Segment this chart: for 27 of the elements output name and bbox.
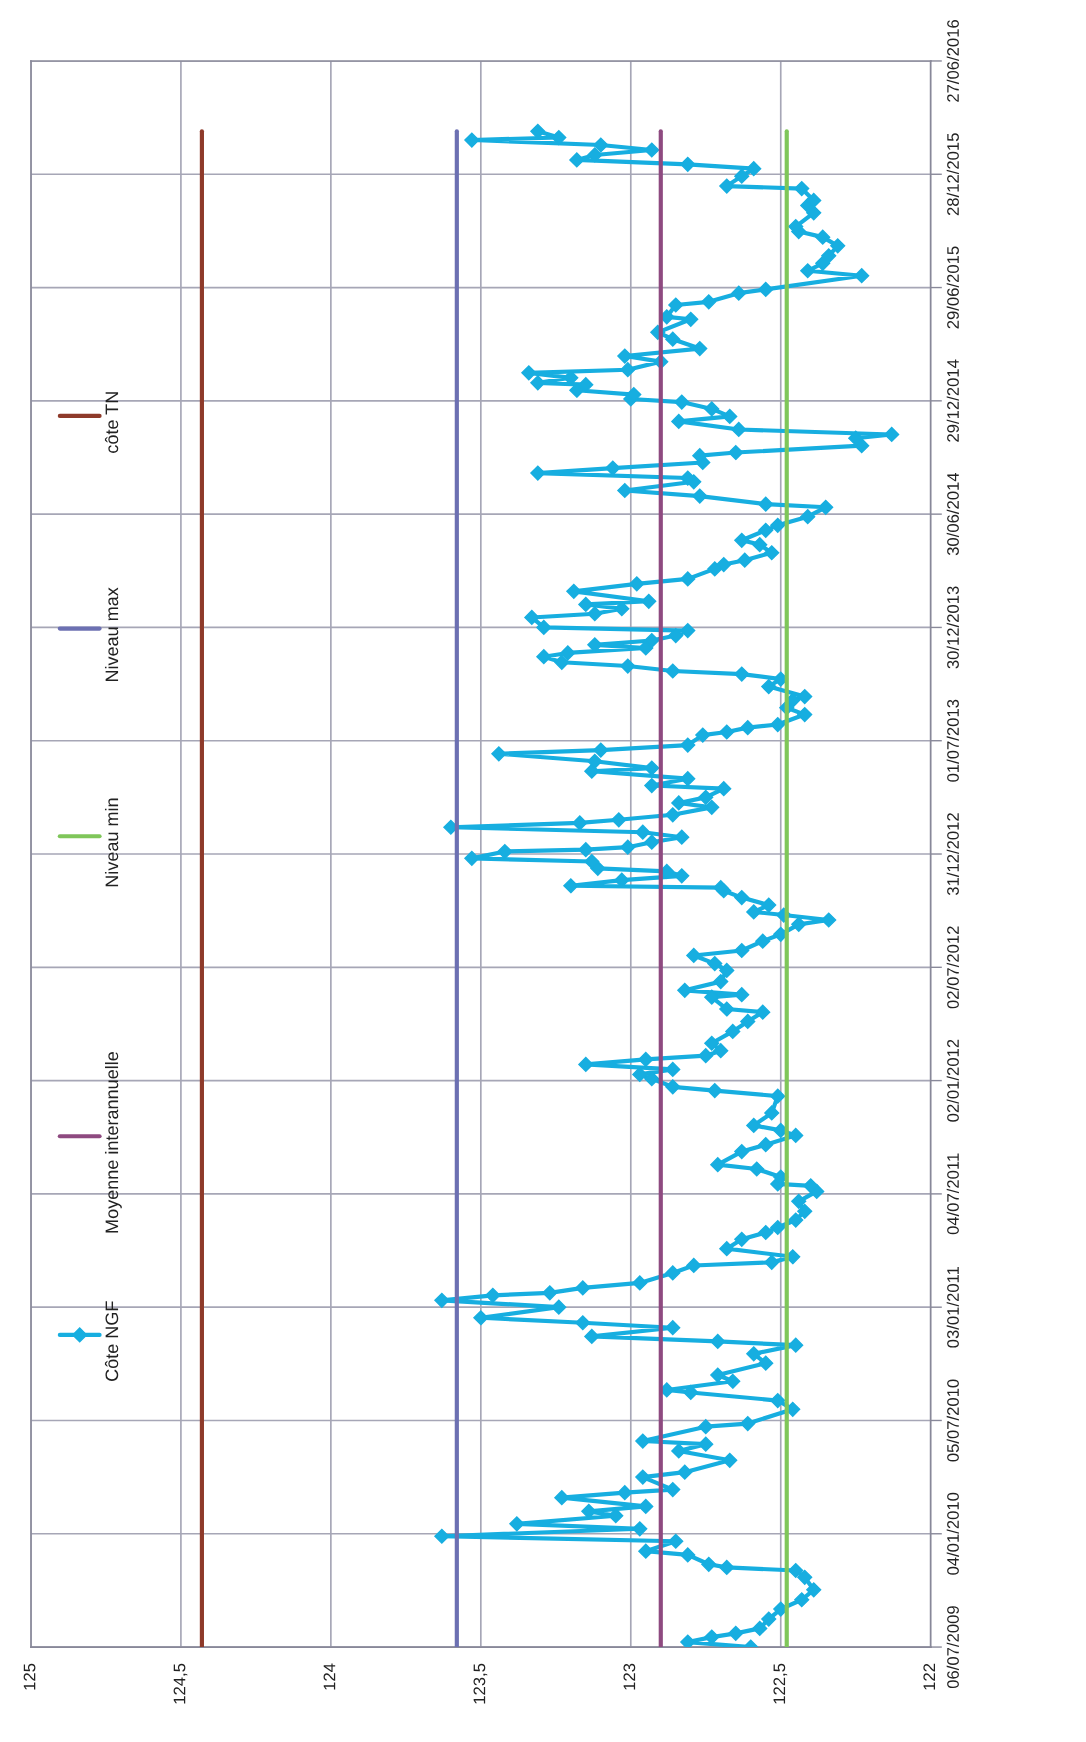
legend-label: Côte NGF <box>104 1301 119 1381</box>
x-tick-label: 122,5 <box>773 1663 788 1704</box>
x-tick-label: 124,5 <box>173 1663 188 1704</box>
x-tick-label: 123,5 <box>473 1663 488 1704</box>
x-tick-label: 123 <box>623 1663 636 1690</box>
y-tick-label: 30/12/2013 <box>946 586 959 669</box>
legend-label: côte TN <box>104 392 119 453</box>
y-tick-label: 04/07/2011 <box>946 1153 959 1235</box>
y-tick-label: 30/06/2014 <box>946 472 959 556</box>
legend-label: Moyenne interannuelle <box>104 1052 122 1233</box>
y-tick-label: 28/12/2015 <box>946 133 959 216</box>
y-tick-label: 03/01/2011 <box>946 1266 959 1348</box>
y-tick-label: 29/06/2015 <box>946 246 959 329</box>
y-tick-label: 31/12/2012 <box>946 813 959 896</box>
y-tick-label: 29/12/2014 <box>946 359 959 442</box>
x-tick-label: 122 <box>923 1663 936 1690</box>
y-tick-label: 05/07/2010 <box>946 1379 959 1462</box>
y-tick-label: 01/07/2013 <box>946 699 959 782</box>
y-tick-label: 27/06/2016 <box>946 19 959 102</box>
x-tick-label: 125 <box>23 1663 36 1690</box>
legend-label: Niveau max <box>104 587 119 682</box>
y-tick-label: 06/07/2009 <box>946 1606 959 1689</box>
x-tick-label: 124 <box>323 1663 336 1690</box>
y-tick-label: 02/07/2012 <box>946 926 959 1009</box>
legend-label: Niveau min <box>104 798 119 887</box>
y-tick-label: 04/01/2010 <box>946 1492 959 1575</box>
y-tick-label: 02/01/2012 <box>946 1039 959 1122</box>
